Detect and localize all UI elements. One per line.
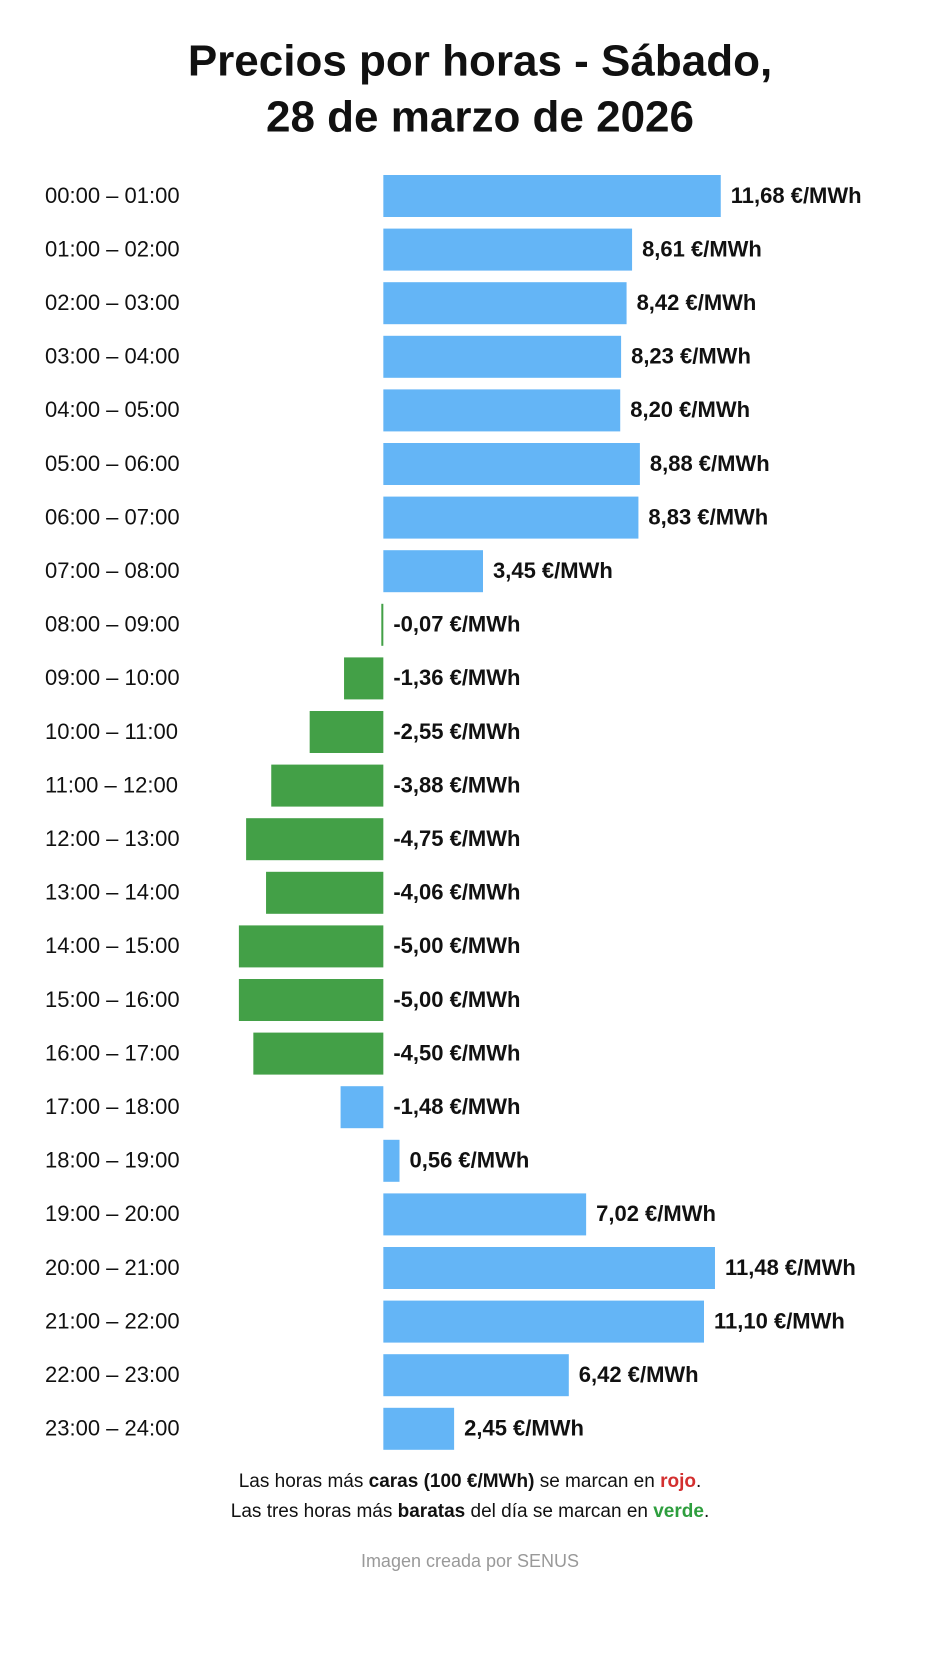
y-tick-label: 20:00 – 21:00 — [45, 1255, 180, 1280]
value-label: 8,20 €/MWh — [630, 397, 750, 422]
y-tick-label: 15:00 – 16:00 — [45, 987, 180, 1012]
bar — [309, 711, 384, 753]
value-label: -1,48 €/MWh — [393, 1094, 520, 1119]
bar — [253, 1032, 384, 1075]
value-label: -4,75 €/MWh — [393, 826, 520, 851]
bar — [246, 818, 384, 861]
bar — [271, 764, 384, 807]
value-label: 11,68 €/MWh — [731, 183, 862, 208]
value-label: 8,23 €/MWh — [631, 344, 751, 369]
value-label: 2,45 €/MWh — [464, 1416, 584, 1441]
bar — [344, 657, 384, 700]
bar — [238, 979, 384, 1021]
value-label: 8,42 €/MWh — [637, 290, 757, 315]
bar — [266, 871, 384, 914]
y-tick-label: 02:00 – 03:00 — [45, 290, 180, 315]
y-tick-label: 22:00 – 23:00 — [45, 1362, 180, 1387]
value-label: -5,00 €/MWh — [393, 933, 520, 958]
y-tick-label: 21:00 – 22:00 — [45, 1308, 180, 1333]
value-label: 8,88 €/MWh — [650, 451, 770, 476]
bar — [383, 1407, 455, 1450]
y-tick-label: 16:00 – 17:00 — [45, 1040, 180, 1065]
footnote-text: baratas — [398, 1501, 466, 1522]
value-label: 11,10 €/MWh — [714, 1308, 845, 1333]
y-tick-label: 03:00 – 04:00 — [45, 344, 180, 369]
footnote-text: del día se marcan en — [465, 1501, 653, 1522]
value-label: 11,48 €/MWh — [725, 1255, 856, 1280]
value-label: -4,50 €/MWh — [393, 1040, 520, 1065]
value-label: -3,88 €/MWh — [393, 772, 520, 797]
chart-title: Precios por horas - Sábado, — [188, 37, 772, 86]
bar — [383, 1354, 569, 1397]
bar — [383, 496, 639, 539]
value-label: -4,06 €/MWh — [393, 880, 520, 905]
bar — [383, 443, 640, 485]
y-tick-label: 05:00 – 06:00 — [45, 451, 180, 476]
footnote-text: Las horas más — [239, 1471, 369, 1492]
bar — [383, 282, 627, 325]
y-tick-label: 06:00 – 07:00 — [45, 504, 180, 529]
bar — [383, 1300, 704, 1343]
y-tick-label: 11:00 – 12:00 — [45, 772, 178, 797]
footnote-text: Las tres horas más — [231, 1501, 398, 1522]
y-tick-label: 13:00 – 14:00 — [45, 880, 180, 905]
y-tick-label: 12:00 – 13:00 — [45, 826, 180, 851]
value-label: 6,42 €/MWh — [579, 1362, 699, 1387]
bar — [238, 925, 384, 968]
footnote-text: . — [696, 1471, 701, 1492]
footnote-text: caras (100 €/MWh) — [369, 1471, 535, 1492]
footnote-text: rojo — [660, 1471, 696, 1492]
value-label: 0,56 €/MWh — [410, 1148, 530, 1173]
footnote-text: verde — [653, 1501, 704, 1522]
bar — [340, 1086, 384, 1129]
footnote-text: se marcan en — [534, 1471, 660, 1492]
value-label: 8,61 €/MWh — [642, 236, 762, 261]
bar — [383, 1139, 400, 1182]
value-label: -5,00 €/MWh — [393, 987, 520, 1012]
value-label: -0,07 €/MWh — [393, 612, 520, 637]
y-tick-label: 08:00 – 09:00 — [45, 612, 180, 637]
value-label: 3,45 €/MWh — [493, 558, 613, 583]
bar — [383, 389, 621, 432]
y-tick-label: 09:00 – 10:00 — [45, 665, 180, 690]
y-tick-label: 18:00 – 19:00 — [45, 1148, 180, 1173]
bar — [383, 335, 622, 378]
bar — [383, 175, 721, 217]
y-tick-label: 00:00 – 01:00 — [45, 183, 180, 208]
bar — [381, 603, 384, 646]
chart-title: 28 de marzo de 2026 — [266, 93, 694, 142]
footnote-text: . — [704, 1501, 709, 1522]
y-tick-label: 04:00 – 05:00 — [45, 397, 180, 422]
bar — [383, 550, 483, 593]
y-tick-label: 14:00 – 15:00 — [45, 933, 180, 958]
footnote: Las horas más caras (100 €/MWh) se marca… — [239, 1471, 702, 1492]
y-tick-label: 01:00 – 02:00 — [45, 236, 180, 261]
credit: Imagen creada por SENUS — [361, 1551, 579, 1571]
y-tick-label: 17:00 – 18:00 — [45, 1094, 180, 1119]
y-tick-label: 10:00 – 11:00 — [45, 719, 178, 744]
bar — [383, 1247, 715, 1289]
y-tick-label: 07:00 – 08:00 — [45, 558, 180, 583]
value-label: -1,36 €/MWh — [393, 665, 520, 690]
value-label: 8,83 €/MWh — [648, 504, 768, 529]
value-label: 7,02 €/MWh — [596, 1201, 716, 1226]
y-tick-label: 19:00 – 20:00 — [45, 1201, 180, 1226]
bar — [383, 1193, 587, 1236]
footnote: Las tres horas más baratas del día se ma… — [231, 1501, 709, 1522]
value-label: -2,55 €/MWh — [393, 719, 520, 744]
bar — [383, 228, 633, 271]
y-tick-label: 23:00 – 24:00 — [45, 1416, 180, 1441]
